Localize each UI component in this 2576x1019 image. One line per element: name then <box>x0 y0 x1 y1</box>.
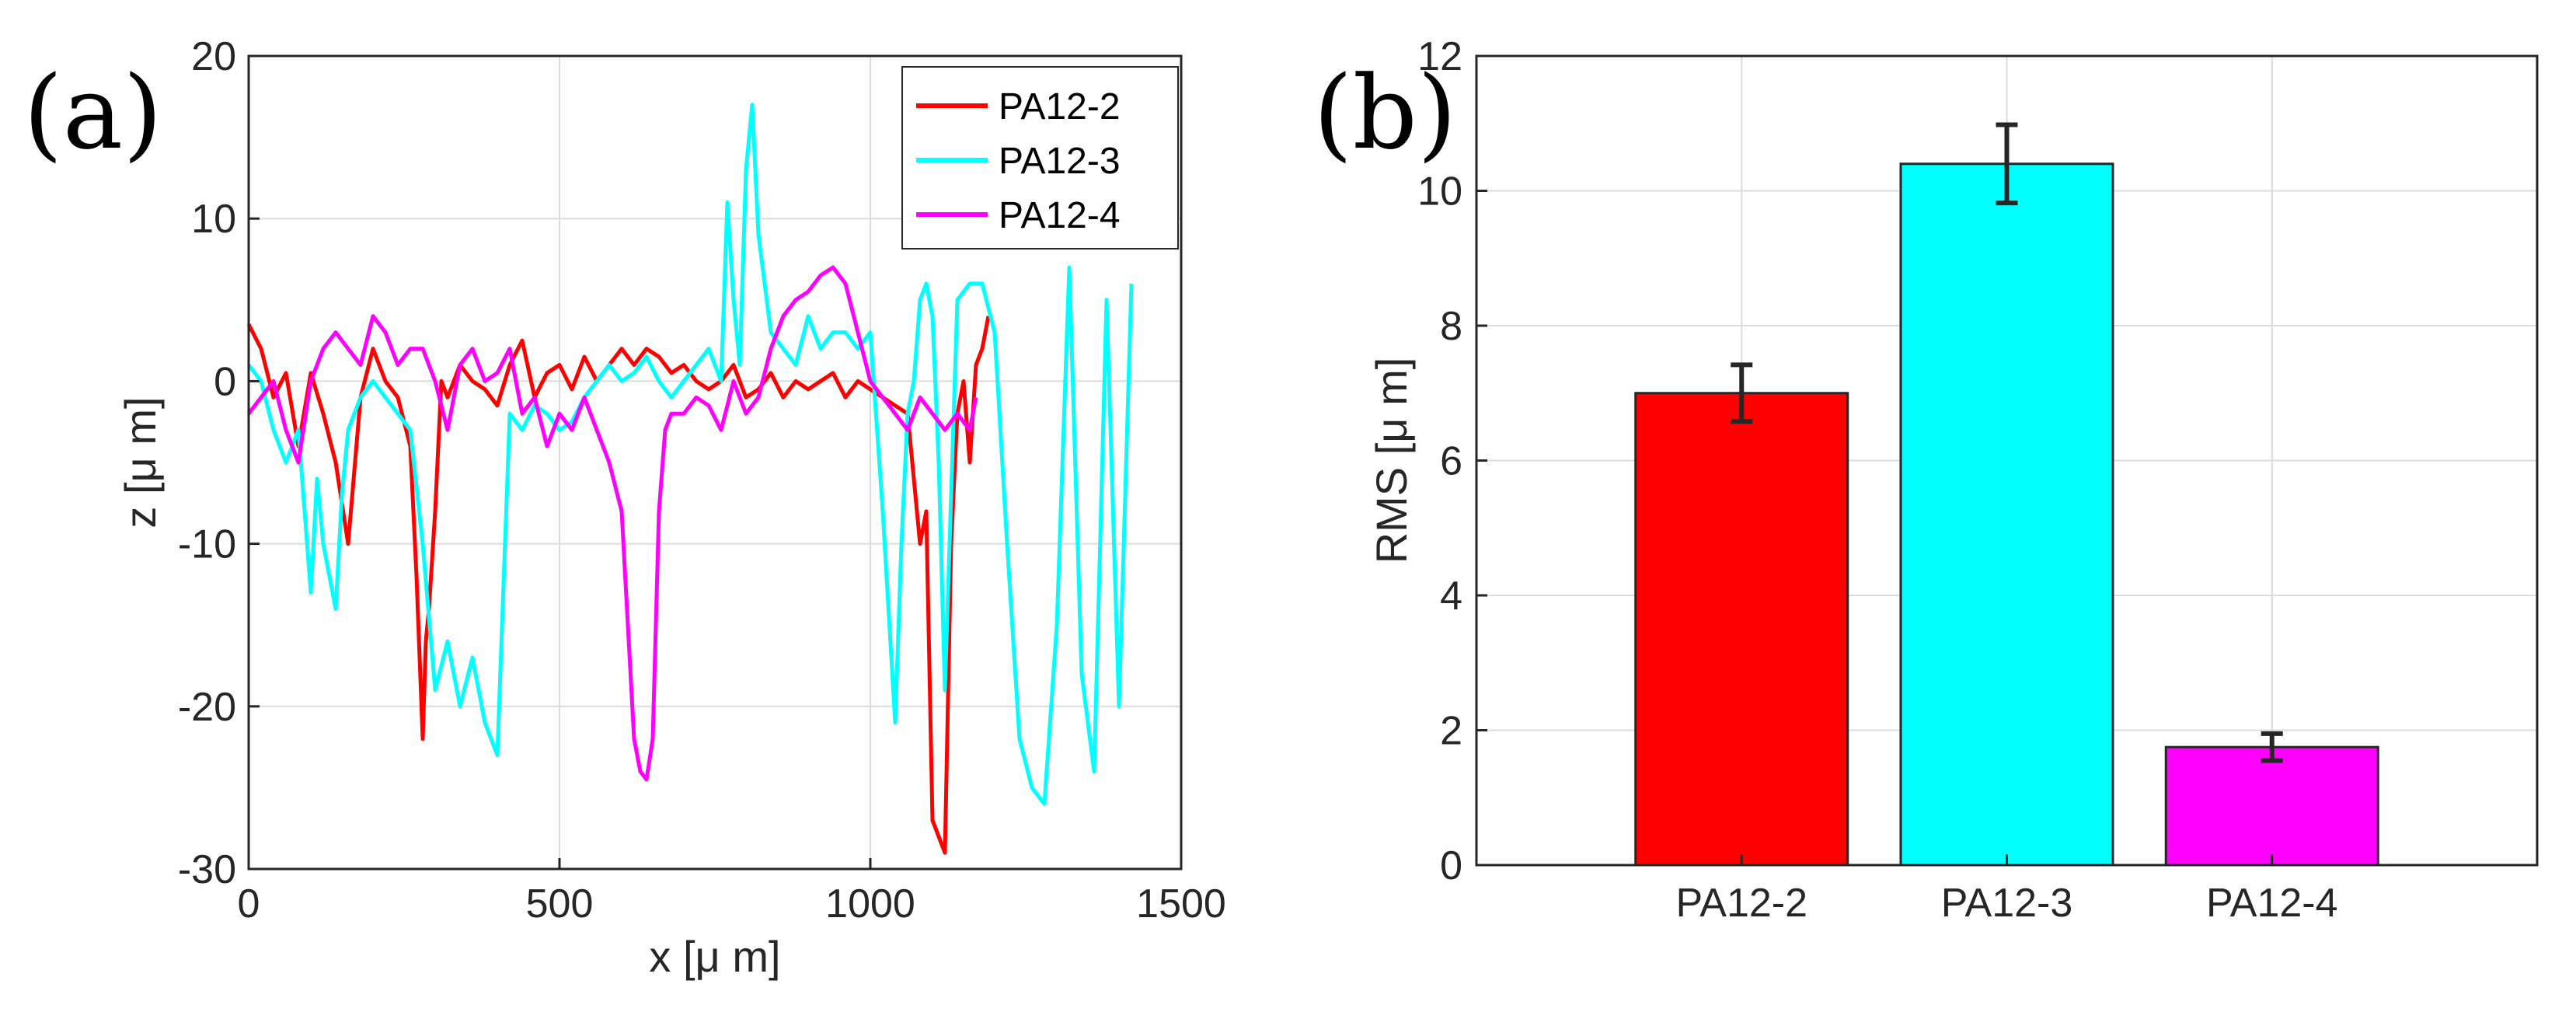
bar-chart-bars <box>1634 162 2379 867</box>
bar-chart-panel-b: PA12-2 PA12-3 PA12-4 0 2 4 6 8 10 12 RMS [μ m] <box>1367 34 2539 926</box>
line-chart-y-axis-label: z [μ m] <box>116 396 165 528</box>
panel-a-label: (a) <box>23 54 162 172</box>
y-tick-label: -10 <box>178 522 236 567</box>
x-tick-label-pa12-4: PA12-4 <box>2206 881 2338 926</box>
bar-pa12-3 <box>1899 162 2114 867</box>
y-tick-label: 0 <box>214 359 236 404</box>
line-chart-legend: PA12-2 PA12-3 PA12-4 <box>901 66 1179 250</box>
legend-label-pa12-4: PA12-4 <box>999 195 1121 236</box>
y-tick-label: 8 <box>1440 304 1462 349</box>
x-tick-label: 1000 <box>825 881 915 927</box>
error-bar-pa12-3 <box>1996 122 2018 206</box>
y-tick-label: 6 <box>1440 439 1462 484</box>
line-chart-panel-a: 0 500 1000 1500 -30 -20 -10 0 10 20 x [μ m] z [μ… <box>116 34 1226 981</box>
line-chart-x-ticks: 0 500 1000 1500 <box>238 858 1226 927</box>
bar-chart-y-axis-label: RMS [μ m] <box>1367 358 1416 564</box>
y-tick-label: 10 <box>1417 169 1462 215</box>
x-tick-label: 0 <box>238 881 260 927</box>
y-tick-label: 0 <box>1440 843 1462 888</box>
y-tick-label: 20 <box>191 34 236 79</box>
y-tick-label: -20 <box>178 685 236 730</box>
line-chart-series <box>246 103 1134 855</box>
series-line-pa12-4 <box>247 265 978 782</box>
error-bar-pa12-2 <box>1731 362 1753 424</box>
series-line-pa12-3 <box>247 103 1134 806</box>
x-tick-label-pa12-3: PA12-3 <box>1941 881 2073 926</box>
x-tick-label-pa12-2: PA12-2 <box>1675 881 1807 926</box>
line-chart-y-ticks: -30 -20 -10 0 10 20 <box>178 34 260 892</box>
x-tick-label: 1500 <box>1136 881 1226 927</box>
bar-chart-error-bars <box>1731 122 2283 763</box>
bar-pa12-2 <box>1634 392 1849 867</box>
y-tick-label: -30 <box>178 847 236 892</box>
bar-pa12-4 <box>2164 745 2379 867</box>
y-tick-label: 10 <box>191 197 236 242</box>
y-tick-label: 2 <box>1440 709 1462 754</box>
error-bar-pa12-4 <box>2261 731 2283 763</box>
bar-chart-y-ticks: 0 2 4 6 8 10 12 <box>1417 34 1487 888</box>
y-tick-label: 12 <box>1417 34 1462 79</box>
line-chart-frame <box>247 54 1183 871</box>
legend-label-pa12-2: PA12-2 <box>999 86 1121 127</box>
x-tick-label: 500 <box>526 881 594 927</box>
legend-label-pa12-3: PA12-3 <box>999 141 1121 182</box>
bar-chart-x-ticks: PA12-2 PA12-3 PA12-4 <box>1675 854 2338 926</box>
line-chart-x-axis-label: x [μ m] <box>649 932 780 981</box>
panel-b-label: (b) <box>1313 54 1457 172</box>
series-line-pa12-2 <box>246 316 991 855</box>
y-tick-label: 4 <box>1440 574 1462 619</box>
